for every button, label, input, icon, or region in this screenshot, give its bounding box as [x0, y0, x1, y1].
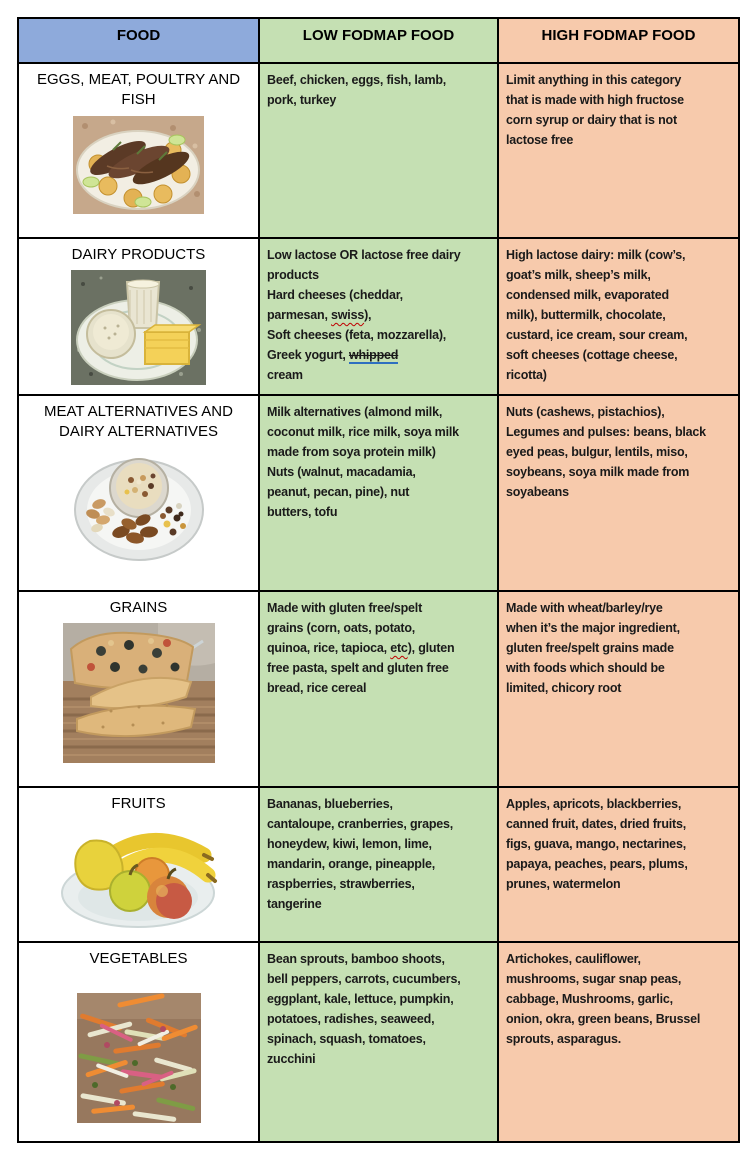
nuts-plate-photo [68, 447, 209, 566]
low-fodmap-text: Low lactose OR lactose free dairy produc… [267, 248, 461, 382]
category-label: GRAINS [109, 599, 168, 616]
category-cell: DAIRY PRODUCTS [17, 237, 260, 396]
fruit-bowl-photo [56, 819, 221, 932]
category-cell: GRAINS [17, 590, 260, 788]
high-fodmap-cell: Made with wheat/barley/rye when it’s the… [497, 590, 740, 788]
header-row: FOOD LOW FODMAP FOOD HIGH FODMAP FOOD [17, 17, 740, 64]
vegetable-slaw-photo [76, 993, 201, 1124]
category-label: FRUITS [111, 795, 166, 812]
focaccia-bread-photo [62, 623, 215, 764]
low-fodmap-cell: Made with gluten free/spelt grains (corn… [258, 590, 499, 788]
low-fodmap-text: Bean sprouts, bamboo shoots, bell pepper… [267, 952, 461, 1066]
low-fodmap-text: Made with gluten free/spelt grains (corn… [267, 601, 455, 695]
category-cell: MEAT ALTERNATIVES AND DAIRY ALTERNATIVES [17, 394, 260, 592]
high-fodmap-cell: Nuts (cashews, pistachios), Legumes and … [497, 394, 740, 592]
high-fodmap-text: Limit anything in this category that is … [506, 73, 684, 147]
high-fodmap-cell: High lactose dairy: milk (cow’s, goat’s … [497, 237, 740, 396]
low-fodmap-cell: Low lactose OR lactose free dairy produc… [258, 237, 499, 396]
category-cell: EGGS, MEAT, POULTRY AND FISH [17, 62, 260, 239]
high-fodmap-cell: Artichokes, cauliflower, mushrooms, suga… [497, 941, 740, 1143]
low-fodmap-text: Beef, chicken, eggs, fish, lamb, pork, t… [267, 73, 447, 107]
table-row: MEAT ALTERNATIVES AND DAIRY ALTERNATIVES [17, 394, 740, 592]
table-row: VEGETABLES [17, 941, 740, 1143]
header-low-fodmap: LOW FODMAP FOOD [258, 17, 499, 64]
category-label: EGGS, MEAT, POULTRY AND FISH [36, 71, 241, 109]
table-row: EGGS, MEAT, POULTRY AND FISH [17, 62, 740, 239]
dairy-products-photo [71, 270, 206, 386]
header-high-fodmap: HIGH FODMAP FOOD [497, 17, 740, 64]
low-fodmap-cell: Bananas, blueberries, cantaloupe, cranbe… [258, 786, 499, 943]
high-fodmap-text: Made with wheat/barley/rye when it’s the… [506, 601, 680, 695]
table-row: GRAINS [17, 590, 740, 788]
low-fodmap-text: Bananas, blueberries, cantaloupe, cranbe… [267, 797, 454, 911]
table-row: DAIRY PRODUCTS [17, 237, 740, 396]
low-fodmap-cell: Bean sprouts, bamboo shoots, bell pepper… [258, 941, 499, 1143]
category-label: MEAT ALTERNATIVES AND DAIRY ALTERNATIVES [44, 403, 233, 441]
category-cell: FRUITS [17, 786, 260, 943]
high-fodmap-cell: Apples, apricots, blackberries, canned f… [497, 786, 740, 943]
header-food: FOOD [17, 17, 260, 64]
low-fodmap-cell: Milk alternatives (almond milk, coconut … [258, 394, 499, 592]
fodmap-table: FOOD LOW FODMAP FOOD HIGH FODMAP FOOD EG… [17, 17, 740, 1143]
table-row: FRUITS [17, 786, 740, 943]
high-fodmap-cell: Limit anything in this category that is … [497, 62, 740, 239]
category-label: VEGETABLES [89, 950, 188, 967]
category-cell: VEGETABLES [17, 941, 260, 1143]
high-fodmap-text: Apples, apricots, blackberries, canned f… [506, 797, 688, 891]
low-fodmap-text: Milk alternatives (almond milk, coconut … [267, 405, 459, 519]
high-fodmap-text: High lactose dairy: milk (cow’s, goat’s … [506, 248, 688, 382]
high-fodmap-text: Artichokes, cauliflower, mushrooms, suga… [506, 952, 701, 1046]
low-fodmap-cell: Beef, chicken, eggs, fish, lamb, pork, t… [258, 62, 499, 239]
high-fodmap-text: Nuts (cashews, pistachios), Legumes and … [506, 405, 706, 499]
fish-plate-photo [73, 115, 204, 214]
category-label: DAIRY PRODUCTS [71, 246, 206, 263]
